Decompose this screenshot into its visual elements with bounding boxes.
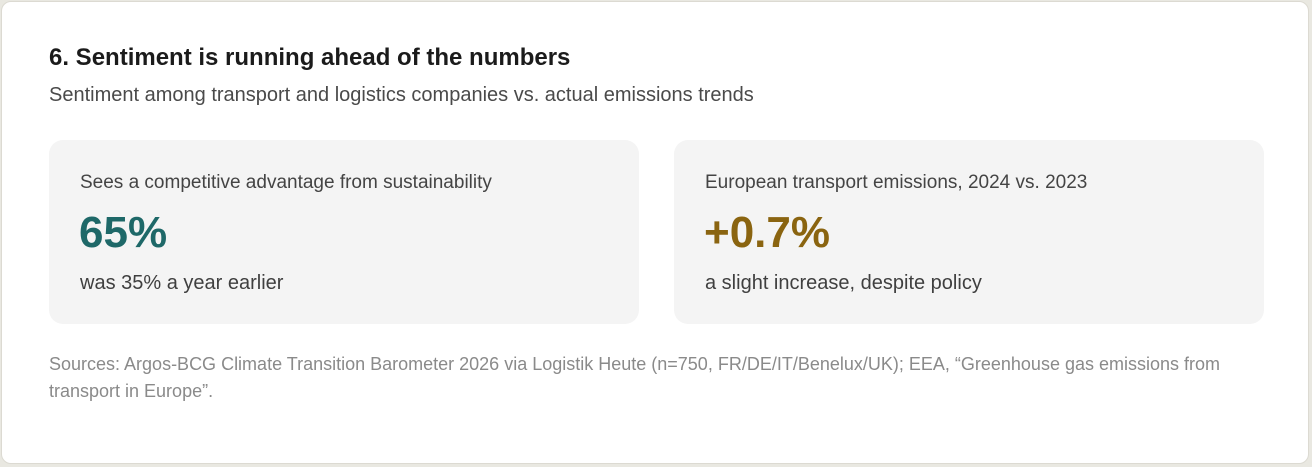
page-title: 6. Sentiment is running ahead of the num… (49, 44, 571, 71)
page-subtitle: Sentiment among transport and logistics … (49, 84, 754, 106)
stat-card-note: a slight increase, despite policy (705, 272, 982, 294)
stat-card-label: European transport emissions, 2024 vs. 2… (705, 172, 1088, 193)
stat-card-value: 65% (79, 208, 168, 257)
sources-note: Sources: Argos-BCG Climate Transition Ba… (49, 354, 1221, 401)
stat-card-transport-emissions: European transport emissions, 2024 vs. 2… (674, 140, 1264, 324)
stat-card-note: was 35% a year earlier (80, 272, 284, 294)
stat-card-competitive-advantage: Sees a competitive advantage from sustai… (49, 140, 639, 324)
stat-card-value: +0.7% (704, 208, 830, 257)
stat-card-label: Sees a competitive advantage from sustai… (80, 172, 492, 193)
